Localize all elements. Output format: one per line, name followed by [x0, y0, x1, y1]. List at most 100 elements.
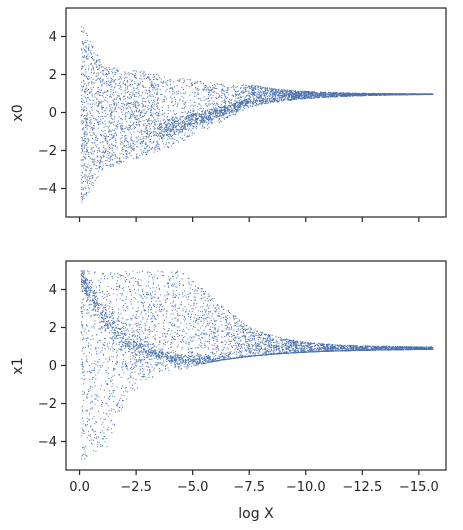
scatter-point: [140, 139, 142, 141]
scatter-point: [257, 93, 259, 95]
scatter-point: [255, 85, 257, 87]
scatter-point: [202, 108, 204, 109]
scatter-point: [98, 64, 100, 66]
scatter-point: [83, 198, 85, 199]
scatter-point: [350, 92, 352, 94]
scatter-point: [87, 82, 89, 84]
scatter-point: [175, 123, 177, 125]
scatter-point: [237, 102, 239, 103]
scatter-point: [283, 93, 285, 95]
scatter-point: [191, 104, 193, 106]
scatter-point: [220, 110, 222, 111]
scatter-point: [232, 108, 234, 110]
scatter-point: [168, 119, 170, 121]
scatter-point: [225, 103, 226, 105]
scatter-point: [108, 131, 110, 133]
scatter-point: [167, 147, 169, 149]
scatter-point: [240, 108, 241, 110]
scatter-point: [148, 118, 149, 120]
scatter-point: [331, 93, 333, 95]
scatter-point: [178, 124, 180, 126]
scatter-point: [171, 102, 173, 104]
scatter-point: [170, 135, 172, 137]
scatter-point: [108, 164, 110, 166]
scatter-point: [135, 136, 137, 138]
scatter-point: [121, 147, 123, 149]
scatter-point: [232, 87, 234, 89]
scatter-point: [273, 91, 275, 93]
scatter-point: [256, 95, 258, 97]
scatter-point: [315, 96, 317, 97]
scatter-point: [243, 98, 245, 100]
scatter-point: [233, 95, 234, 97]
scatter-point: [129, 112, 131, 114]
scatter-point: [91, 54, 93, 56]
scatter-point: [82, 172, 83, 174]
scatter-point: [205, 103, 207, 105]
scatter-point: [168, 129, 170, 131]
scatter-point: [116, 147, 118, 149]
scatter-point: [184, 124, 185, 126]
scatter-point: [147, 96, 149, 98]
scatter-point: [221, 111, 223, 113]
scatter-point: [154, 89, 156, 91]
scatter-point: [234, 89, 236, 91]
scatter-point: [125, 149, 127, 151]
scatter-point: [118, 163, 120, 165]
scatter-point: [304, 90, 306, 92]
scatter-point: [277, 95, 279, 97]
scatter-point: [111, 134, 113, 136]
scatter-point: [84, 174, 86, 176]
scatter-point: [331, 92, 333, 94]
scatter-point: [286, 90, 288, 92]
scatter-point: [301, 98, 303, 100]
scatter-point: [95, 136, 97, 138]
scatter-point: [228, 112, 230, 114]
scatter-point: [280, 99, 282, 101]
scatter-point: [259, 95, 261, 97]
scatter-point: [226, 90, 228, 92]
scatter-point: [211, 90, 213, 92]
scatter-point: [396, 94, 398, 96]
scatter-point: [122, 113, 124, 115]
scatter-point: [154, 127, 156, 129]
scatter-point: [124, 144, 126, 146]
scatter-point: [275, 92, 277, 94]
scatter-point: [88, 82, 90, 84]
scatter-point: [245, 104, 247, 106]
scatter-point: [228, 100, 229, 102]
scatter-point: [91, 94, 93, 96]
scatter-point: [84, 131, 86, 133]
scatter-point: [227, 91, 229, 93]
scatter-point: [330, 93, 332, 95]
scatter-point: [224, 105, 225, 107]
scatter-point: [285, 92, 286, 94]
scatter-point: [282, 97, 284, 99]
scatter-point: [167, 129, 168, 131]
scatter-point: [237, 109, 239, 111]
scatter-point: [219, 111, 221, 112]
scatter-point: [91, 161, 93, 163]
scatter-point: [331, 93, 333, 95]
scatter-point: [80, 115, 82, 117]
scatter-point: [133, 102, 135, 104]
scatter-point: [220, 120, 222, 122]
scatter-point: [115, 155, 117, 157]
scatter-point: [264, 103, 266, 104]
scatter-point: [101, 134, 103, 136]
scatter-point: [166, 117, 168, 119]
scatter-point: [202, 88, 204, 90]
scatter-point: [208, 104, 210, 106]
scatter-point: [307, 90, 309, 92]
scatter-point: [148, 136, 150, 138]
scatter-point: [310, 92, 312, 94]
scatter-point: [204, 121, 205, 123]
scatter-point: [84, 177, 86, 179]
scatter-point: [166, 133, 168, 135]
scatter-point: [282, 91, 284, 93]
scatter-point: [154, 119, 156, 120]
scatter-point: [168, 136, 170, 138]
scatter-point: [208, 89, 210, 91]
scatter-point: [135, 96, 137, 97]
